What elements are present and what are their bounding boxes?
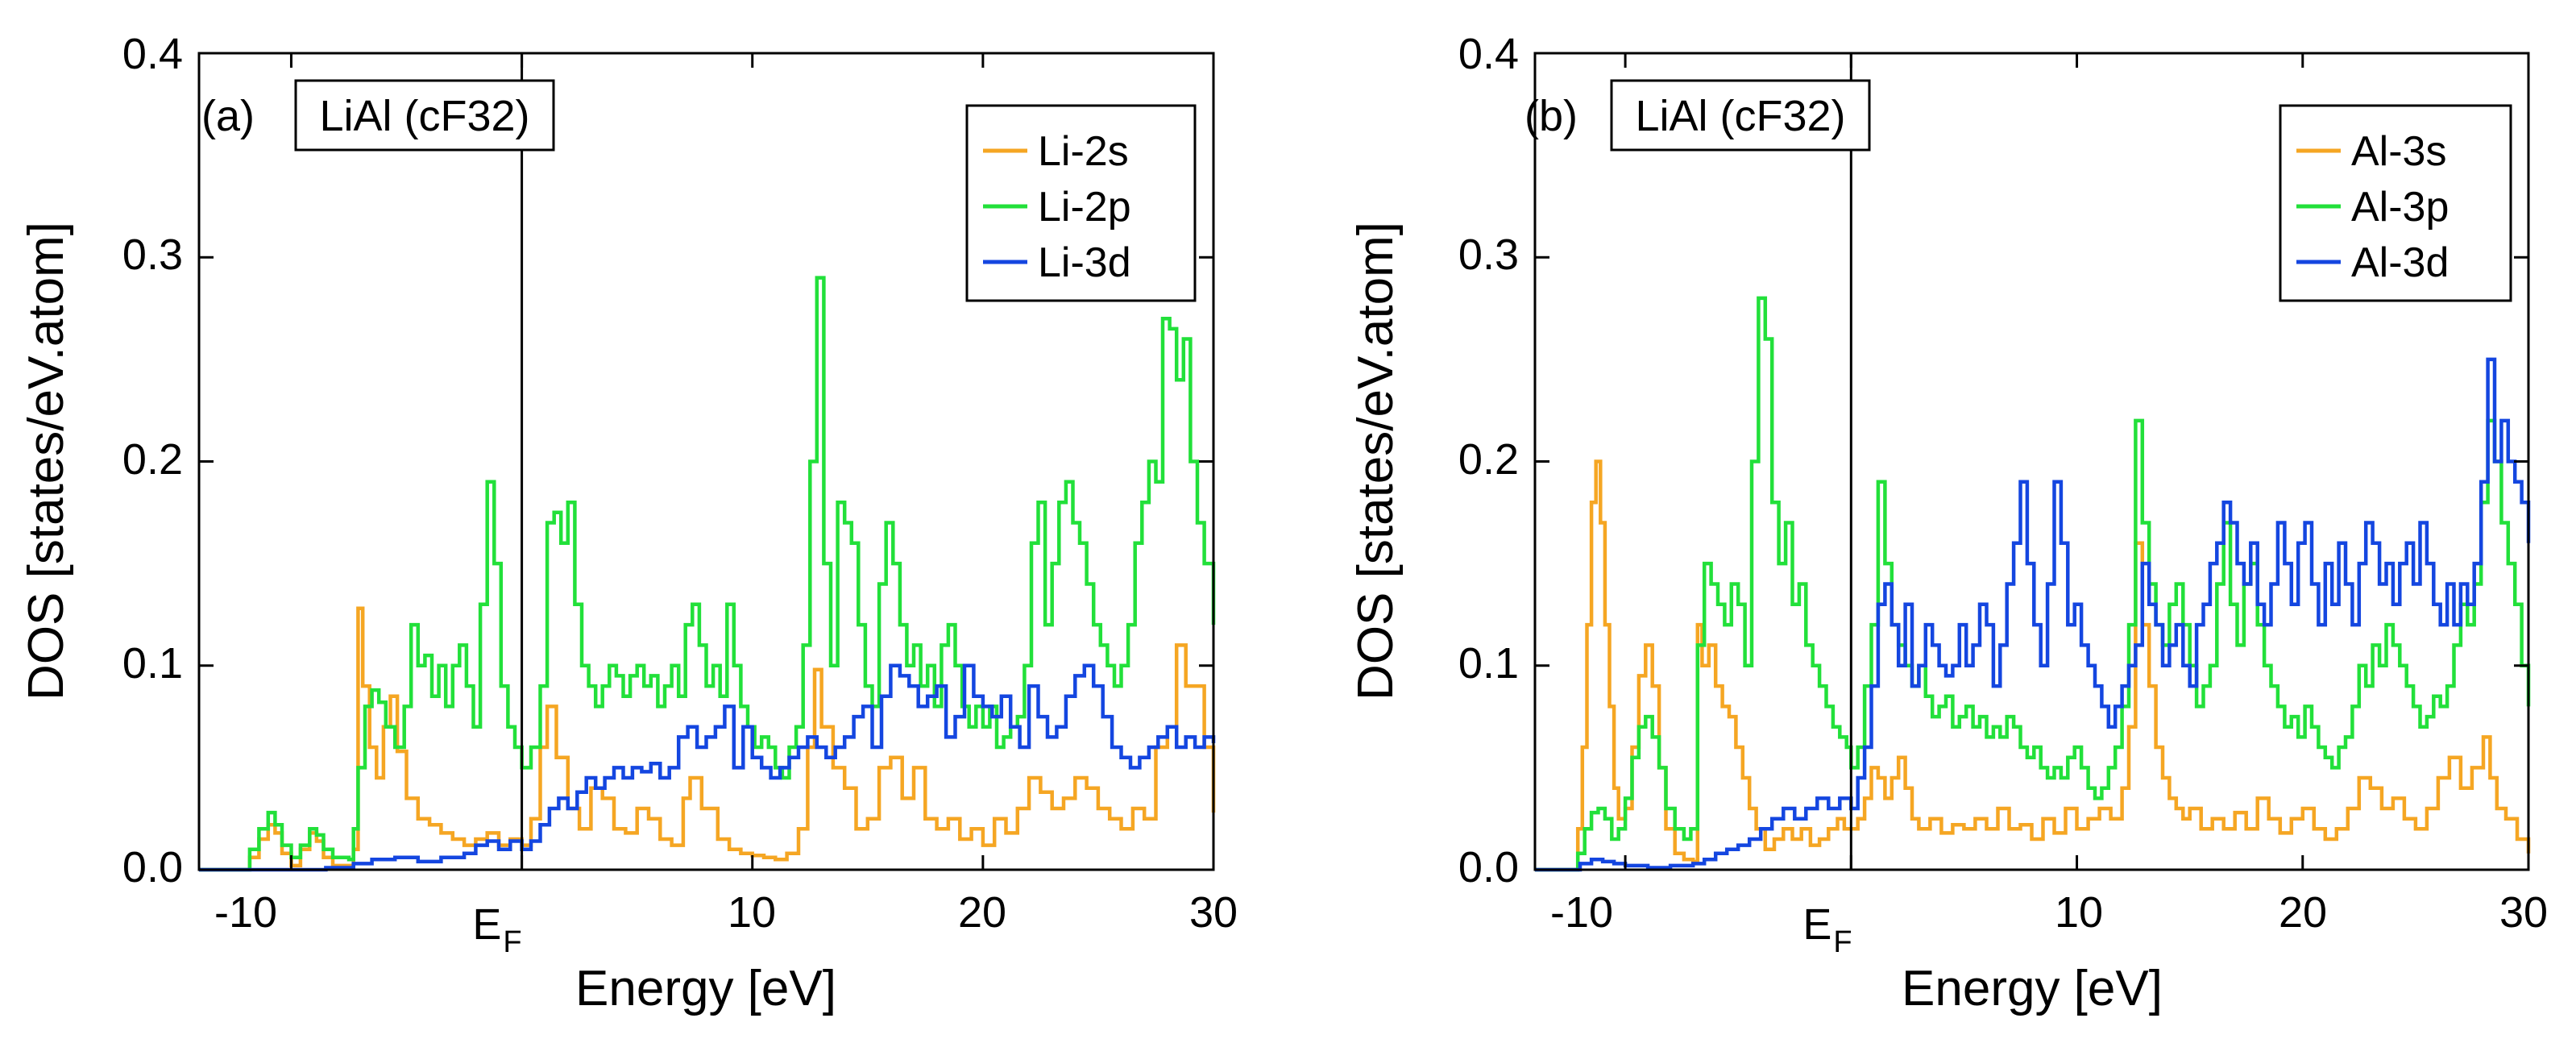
panel-b-x-tick-label: 20 [2279,888,2327,937]
panel-a-title-text: LiAl (cF32) [319,92,529,140]
panel-a: 0.0 0.1 0.2 0.3 0.4 -10 10 20 30 EF Ener… [19,30,1238,1016]
panel-a-series-li-3d [199,663,1216,872]
panel-a-series-li-2s [199,606,1216,872]
panel-a-legend-entry: Li-2p [1038,184,1131,231]
panel-b-x-tick-label: 10 [2055,888,2103,937]
panel-a-y-axis-title: DOS [states/eV.atom] [19,222,74,700]
panel-a-x-tick-label: -10 [214,888,277,937]
panel-a-y-tick-label: 0.3 [122,231,183,279]
panel-a-legend-entry: Li-2s [1038,128,1129,175]
panel-a-legend-box [965,104,1197,302]
panel-a-x-tick-label: 30 [1189,888,1238,937]
panel-b-x-tick-label: -10 [1550,888,1613,937]
panel-b-y-tick-label: 0.1 [1458,639,1519,688]
panel-b-y-tick-label: 0.0 [1458,843,1519,891]
panel-b-y-tick-label: 0.2 [1458,435,1519,484]
panel-a-x-tick-label: 20 [958,888,1006,937]
panel-b: 0.0 0.1 0.2 0.3 0.4 -10 10 20 30 EF Ener… [1348,30,2548,1016]
panel-b-title-text: LiAl (cF32) [1635,92,1845,140]
panel-a-y-tick-label: 0.1 [122,639,183,688]
panel-b-legend-entry: Al-3p [2351,184,2449,231]
panel-b-curves [1535,296,2531,872]
panel-b-y-tick-label: 0.3 [1458,231,1519,279]
panel-a-fermi-label: EF [472,900,521,959]
panel-a-y-tick-label: 0.0 [122,843,183,891]
panel-b-legend-entry: Al-3d [2351,239,2449,286]
panel-b-series-al-3d [1535,357,2531,872]
panel-a-y-tick-label: 0.2 [122,435,183,484]
panel-b-legend-box [2279,104,2512,302]
panel-a-series-li-2p [199,276,1216,872]
panel-b-y-tick-label: 0.4 [1458,30,1519,78]
panel-a-legend-entry: Li-3d [1038,239,1131,286]
panel-b-x-tick-label: 30 [2499,888,2548,937]
panel-b-x-axis-title: Energy [eV] [1902,961,2163,1016]
panel-b-label: (b) [1524,92,1578,140]
panel-b-series-al-3s [1535,459,2531,872]
panel-b-series-al-3p [1535,296,2531,872]
panel-b-legend-entry: Al-3s [2351,128,2446,175]
panel-a-curves [199,276,1216,872]
panel-b-ticks [1535,52,2530,871]
panel-a-ticks [199,52,1215,871]
panel-b-fermi-label: EF [1802,900,1852,959]
panel-a-y-tick-label: 0.4 [122,30,183,78]
panel-a-title-box [294,79,555,152]
panel-a-label: (a) [201,92,255,140]
panel-a-x-tick-label: 10 [728,888,776,937]
panel-b-title-box [1610,79,1871,152]
panel-b-y-axis-title: DOS [states/eV.atom] [1348,222,1404,700]
panel-a-x-axis-title: Energy [eV] [575,961,836,1016]
